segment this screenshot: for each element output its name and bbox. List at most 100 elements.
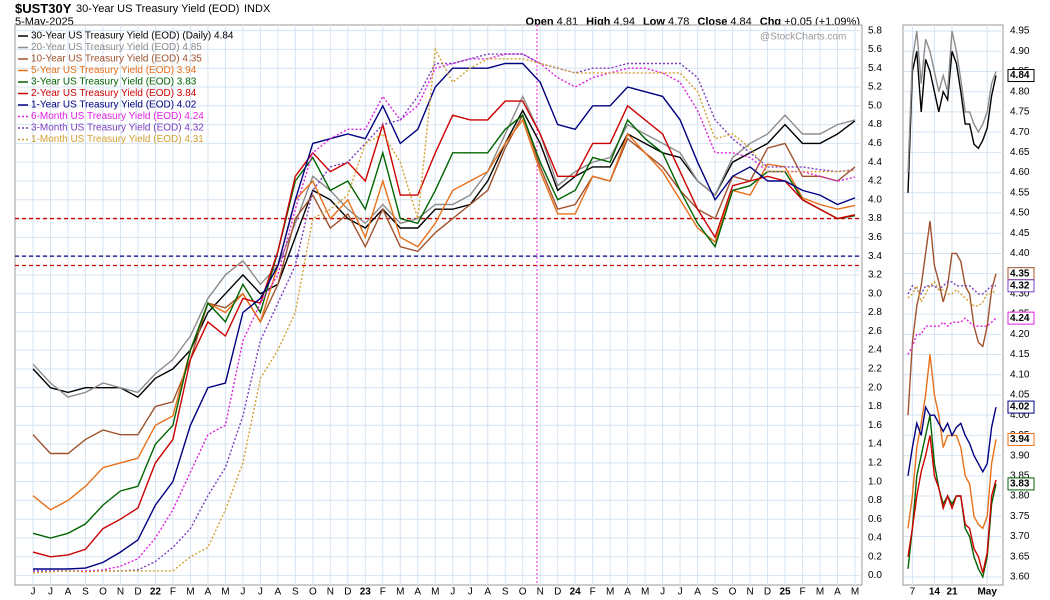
x-tick-label: A	[414, 587, 421, 598]
legend-label: 1-Year US Treasury Yield (EOD) 4.02	[31, 100, 197, 111]
zoom-frame	[902, 24, 1004, 586]
legend-label: 10-Year US Treasury Yield (EOD) 4.35	[31, 54, 202, 65]
x-tick-label: J	[468, 587, 473, 598]
legend-label: 6-Month US Treasury Yield (EOD) 4.24	[31, 111, 204, 122]
y-tick-label: 4.55	[1010, 187, 1030, 198]
x-tick-label: S	[292, 587, 299, 598]
y-tick-label: 4.95	[1010, 26, 1030, 37]
y-tick-label: 1.4	[868, 439, 882, 450]
series-line	[907, 280, 997, 307]
legend-label: 5-Year US Treasury Yield (EOD) 3.94	[31, 65, 197, 76]
x-tick-label: N	[327, 587, 334, 598]
x-tick-label: O	[519, 587, 527, 598]
series-line	[907, 221, 997, 416]
x-tick-label: N	[746, 587, 753, 598]
series-line	[32, 47, 856, 574]
x-tick-label: N	[537, 587, 544, 598]
x-tick-label: J	[31, 587, 36, 598]
x-tick-label: D	[344, 587, 351, 598]
x-tick-label: M	[396, 587, 404, 598]
x-tick-label: A	[834, 587, 841, 598]
watermark: @StockCharts.com	[760, 32, 846, 43]
y-tick-label: 1.8	[868, 401, 882, 412]
x-tick-label: N	[117, 587, 124, 598]
series-line	[907, 435, 997, 574]
last-value-label: 4.32	[1010, 280, 1030, 291]
y-tick-label: 3.90	[1010, 450, 1030, 461]
x-tick-label: A	[694, 587, 701, 598]
y-tick-label: 3.0	[868, 288, 882, 299]
y-tick-label: 3.8	[868, 213, 882, 224]
y-tick-label: 5.0	[868, 100, 882, 111]
series-line	[907, 51, 997, 193]
y-tick-label: 4.00	[1010, 410, 1030, 421]
y-tick-label: 4.60	[1010, 167, 1030, 178]
x-tick-label: A	[205, 587, 212, 598]
x-tick-label: D	[134, 587, 141, 598]
x-tick-label: 21	[946, 587, 958, 598]
series-line	[907, 415, 997, 579]
y-tick-label: 5.6	[868, 44, 882, 55]
series-line	[907, 281, 996, 296]
last-value-box	[1007, 311, 1035, 325]
last-value-label: 3.94	[1010, 434, 1030, 445]
x-tick-label: O	[729, 587, 737, 598]
y-tick-label: 4.80	[1010, 86, 1030, 97]
x-tick-label: M	[221, 587, 229, 598]
series-line	[33, 53, 856, 573]
x-tick-label: F	[380, 587, 386, 598]
y-tick-label: 1.2	[868, 457, 882, 468]
last-value-box	[1007, 400, 1035, 414]
y-tick-label: 0.4	[868, 533, 882, 544]
symbol: $UST30Y	[15, 1, 72, 16]
last-value-label: 4.24	[1010, 313, 1030, 324]
y-tick-label: 3.60	[1010, 572, 1030, 583]
legend-label: 2-Year US Treasury Yield (EOD) 3.84	[31, 88, 197, 99]
x-tick-label: J	[240, 587, 245, 598]
y-tick-label: 4.8	[868, 119, 882, 130]
last-value-label: 4.02	[1010, 402, 1030, 413]
y-tick-label: 4.6	[868, 138, 882, 149]
last-value-box	[1007, 279, 1035, 293]
x-tick-label: 7	[910, 587, 916, 598]
x-tick-label: J	[48, 587, 53, 598]
y-tick-label: 0.2	[868, 551, 882, 562]
x-tick-label: S	[82, 587, 89, 598]
y-tick-label: 5.8	[868, 25, 882, 36]
y-tick-label: 0.8	[868, 495, 882, 506]
legend-label: 30-Year US Treasury Yield (EOD) (Daily) …	[31, 31, 234, 42]
series-line	[32, 113, 856, 455]
x-tick-label: J	[660, 587, 665, 598]
y-tick-label: 3.6	[868, 232, 882, 243]
x-tick-label: M	[851, 587, 859, 598]
y-tick-label: 4.4	[868, 157, 882, 168]
series-line	[907, 317, 997, 355]
y-tick-label: 4.10	[1010, 369, 1030, 380]
legend-label: 3-Year US Treasury Yield (EOD) 3.83	[31, 77, 197, 88]
y-tick-label: 2.8	[868, 307, 882, 318]
y-tick-label: 4.30	[1010, 289, 1030, 300]
legend-label: 3-Month US Treasury Yield (EOD) 4.32	[31, 123, 204, 134]
y-tick-label: 4.2	[868, 176, 882, 187]
legend-label: 20-Year US Treasury Yield (EOD) 4.85	[31, 42, 202, 53]
y-tick-label: 4.65	[1010, 147, 1030, 158]
x-tick-label: 25	[779, 587, 791, 598]
y-tick-label: 4.15	[1010, 349, 1030, 360]
y-tick-label: 1.0	[868, 476, 882, 487]
y-tick-label: 3.2	[868, 270, 882, 281]
series-line	[32, 100, 856, 558]
subtitle: 30-Year US Treasury Yield (EOD)	[76, 3, 240, 15]
y-tick-label: 2.6	[868, 326, 882, 337]
x-tick-label: 22	[150, 587, 162, 598]
series-line	[32, 118, 856, 511]
last-value-label: 3.83	[1010, 479, 1030, 490]
y-tick-label: 2.2	[868, 364, 882, 375]
x-tick-label: May	[977, 587, 997, 598]
y-tick-label: 4.45	[1010, 228, 1030, 239]
y-tick-label: 4.05	[1010, 390, 1030, 401]
x-tick-label: M	[816, 587, 824, 598]
series-line	[907, 404, 997, 476]
x-tick-label: 24	[570, 587, 582, 598]
x-tick-label: S	[712, 587, 719, 598]
